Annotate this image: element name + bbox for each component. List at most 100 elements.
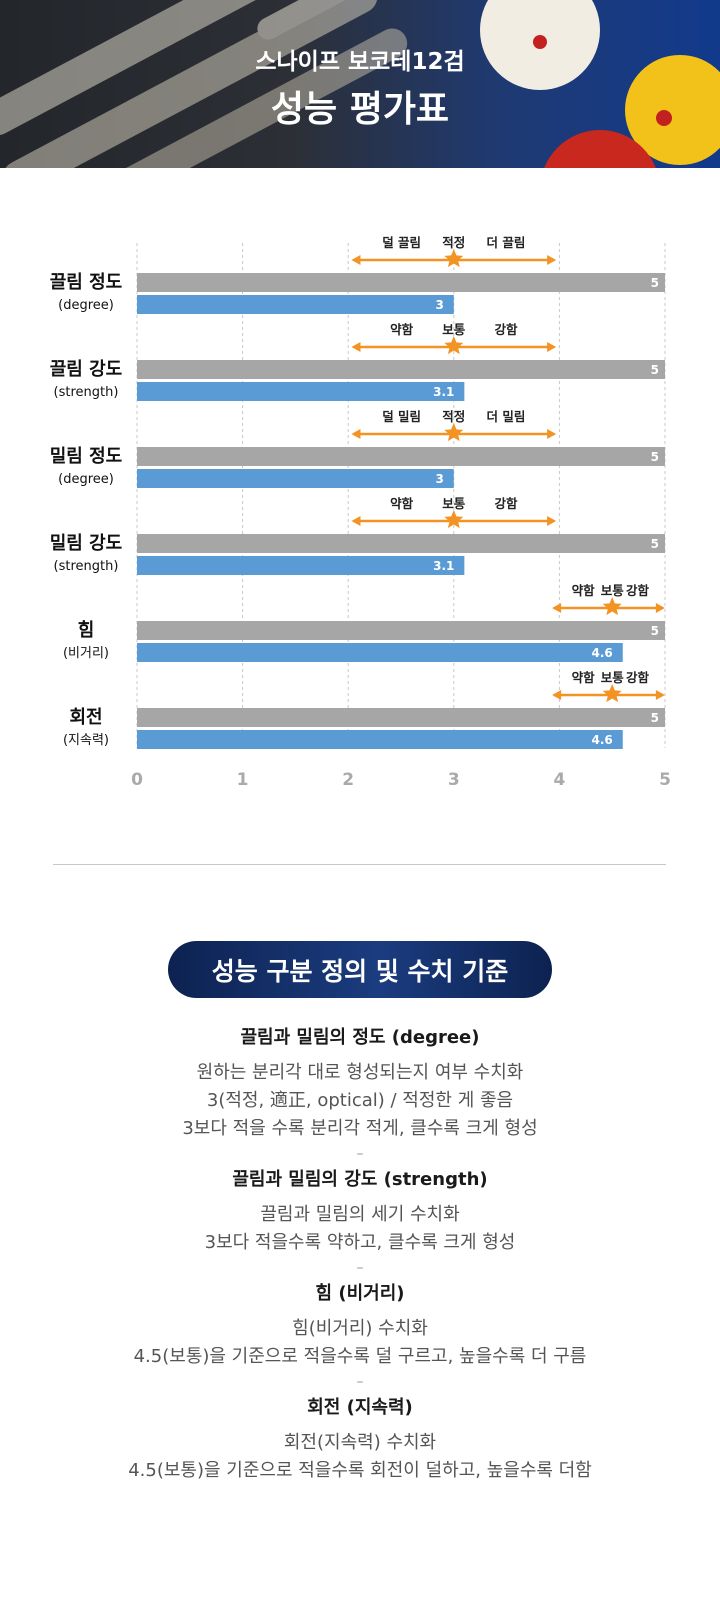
- product-name: 스나이프 보코테12검: [255, 49, 465, 75]
- scale-arrow-left: [351, 516, 361, 526]
- category-label: 힘: [78, 620, 95, 641]
- section-badge-label: 성능 구분 정의 및 수치 기준: [211, 956, 509, 986]
- section-badge: 성능 구분 정의 및 수치 기준: [168, 941, 552, 998]
- scale-arrow-left: [351, 429, 361, 439]
- x-tick-label: 1: [237, 770, 249, 790]
- definition-title: 끌림과 밀림의 강도 (strength): [232, 1169, 488, 1190]
- definition-line: 끌림과 밀림의 세기 수치화: [260, 1204, 460, 1225]
- scale-mid-label: 보통: [442, 496, 466, 511]
- max-bar: [137, 534, 665, 553]
- definition-line: 3보다 적을수록 약하고, 클수록 크게 형성: [204, 1232, 516, 1253]
- definition-title: 끌림과 밀림의 정도 (degree): [240, 1027, 480, 1048]
- definition-title: 회전 (지속력): [307, 1397, 413, 1418]
- x-tick-label: 2: [342, 770, 354, 790]
- scale-star-icon: [602, 684, 622, 703]
- category-sublabel: (지속력): [63, 733, 109, 748]
- value-bar: [137, 295, 454, 314]
- scale-arrow-right: [655, 603, 665, 613]
- max-bar: [137, 273, 665, 292]
- value-bar-label: 3: [435, 472, 443, 486]
- category-sublabel: (strength): [54, 559, 119, 574]
- category-label: 끌림 정도: [50, 272, 123, 293]
- scale-arrow-right: [547, 255, 557, 265]
- value-bar-label: 4.6: [591, 646, 612, 660]
- scale-mid-label: 보통: [601, 670, 625, 685]
- max-bar-label: 5: [651, 711, 659, 725]
- value-bar: [137, 643, 623, 662]
- page-title: 성능 평가표: [270, 89, 450, 130]
- scale-high-label: 강함: [494, 322, 518, 337]
- scale-arrow-right: [547, 342, 557, 352]
- definition-title: 힘 (비거리): [315, 1283, 405, 1304]
- definition-separator: –: [356, 1260, 364, 1276]
- max-bar: [137, 621, 665, 640]
- scale-arrow-left: [552, 690, 562, 700]
- definition-line: 4.5(보통)을 기준으로 적을수록 회전이 덜하고, 높을수록 더함: [128, 1460, 592, 1481]
- max-bar-label: 5: [651, 450, 659, 464]
- scale-arrow-right: [547, 516, 557, 526]
- scale-star-icon: [444, 510, 464, 529]
- section-divider: [53, 864, 666, 865]
- category-label: 끌림 강도: [50, 359, 123, 380]
- value-bar-label: 3.1: [433, 385, 454, 399]
- banner-artwork: [0, 0, 720, 168]
- definition-line: 4.5(보통)을 기준으로 적을수록 덜 구르고, 높을수록 더 구름: [133, 1346, 587, 1367]
- value-bar-label: 3: [435, 298, 443, 312]
- scale-star-icon: [444, 423, 464, 442]
- category-sublabel: (degree): [58, 298, 114, 313]
- scale-high-label: 더 밀림: [487, 409, 526, 424]
- scale-low-label: 덜 끌림: [382, 235, 421, 250]
- scale-mid-label: 적정: [442, 235, 465, 250]
- category-label: 회전: [69, 707, 102, 728]
- category-sublabel: (strength): [54, 385, 119, 400]
- definition-line: 원하는 분리각 대로 형성되는지 여부 수치화: [196, 1062, 524, 1083]
- scale-arrow-right: [547, 429, 557, 439]
- x-tick-label: 4: [553, 770, 565, 790]
- definition-line: 3보다 적을 수록 분리각 적게, 클수록 크게 형성: [182, 1118, 538, 1139]
- scale-low-label: 약함: [390, 496, 414, 511]
- scale-low-label: 약함: [572, 670, 596, 685]
- x-tick-label: 0: [131, 770, 143, 790]
- scale-mid-label: 적정: [442, 409, 465, 424]
- max-bar-label: 5: [651, 363, 659, 377]
- max-bar-label: 5: [651, 537, 659, 551]
- scale-mid-label: 보통: [601, 583, 625, 598]
- scale-star-icon: [444, 336, 464, 355]
- definition-separator: –: [356, 1374, 364, 1390]
- scale-high-label: 강함: [626, 670, 650, 685]
- category-sublabel: (degree): [58, 472, 114, 487]
- scale-star-icon: [602, 597, 622, 616]
- definition-line: 회전(지속력) 수치화: [283, 1432, 437, 1453]
- scale-low-label: 약함: [390, 322, 414, 337]
- x-tick-label: 5: [659, 770, 671, 790]
- max-bar: [137, 708, 665, 727]
- scale-high-label: 강함: [626, 583, 650, 598]
- scale-arrow-left: [552, 603, 562, 613]
- header-banner: 스나이프 보코테12검 성능 평가표: [0, 0, 720, 168]
- value-bar: [137, 556, 465, 575]
- definition-separator: –: [356, 1146, 364, 1162]
- definitions-list: 끌림과 밀림의 정도 (degree) 원하는 분리각 대로 형성되는지 여부 수…: [0, 1025, 720, 1485]
- scale-mid-label: 보통: [442, 322, 466, 337]
- category-label: 밀림 정도: [50, 446, 123, 467]
- scale-low-label: 덜 밀림: [382, 409, 421, 424]
- value-bar-label: 3.1: [433, 559, 454, 573]
- value-bar-label: 4.6: [591, 733, 612, 747]
- scale-low-label: 약함: [572, 583, 596, 598]
- scale-high-label: 강함: [494, 496, 518, 511]
- value-bar: [137, 469, 454, 488]
- scale-arrow-left: [351, 255, 361, 265]
- scale-arrow-right: [655, 690, 665, 700]
- scale-high-label: 더 끌림: [487, 235, 526, 250]
- scale-star-icon: [444, 249, 464, 268]
- definition-line: 3(적정, 適正, optical) / 적정한 게 좋음: [206, 1090, 514, 1111]
- value-bar: [137, 382, 465, 401]
- max-bar-label: 5: [651, 624, 659, 638]
- category-sublabel: (비거리): [63, 646, 109, 661]
- x-tick-label: 3: [448, 770, 460, 790]
- scale-arrow-left: [351, 342, 361, 352]
- max-bar: [137, 360, 665, 379]
- max-bar: [137, 447, 665, 466]
- category-label: 밀림 강도: [50, 533, 123, 554]
